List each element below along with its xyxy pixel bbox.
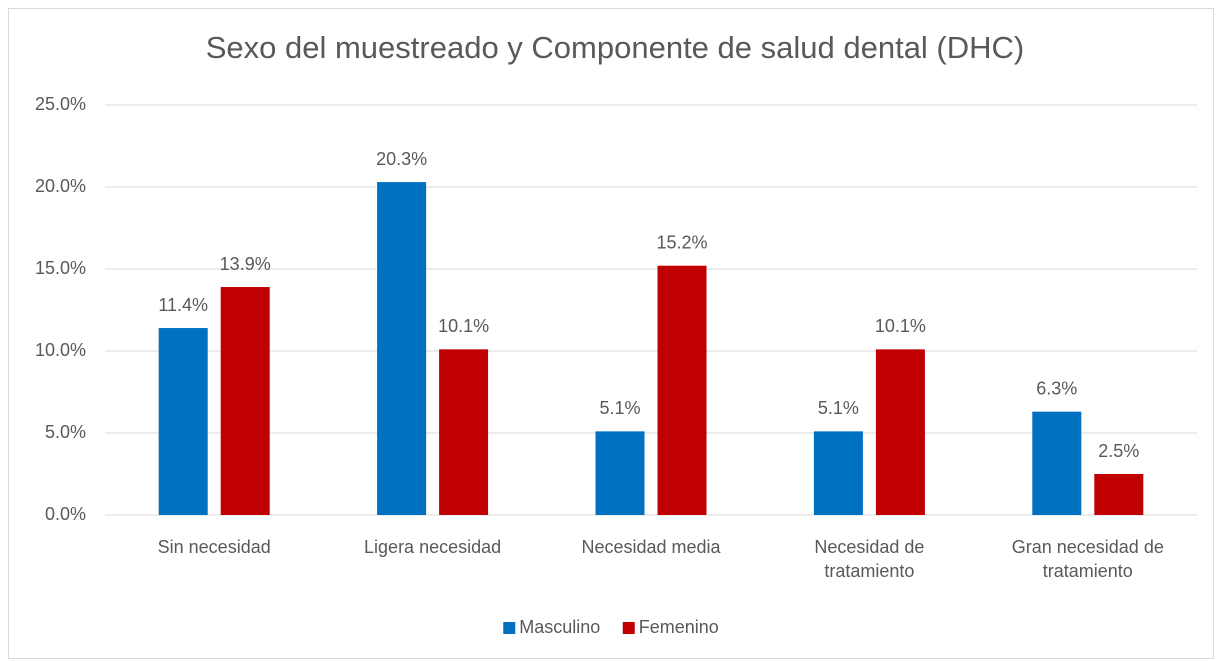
data-label: 10.1% xyxy=(875,316,926,336)
x-tick-label: Necesidad de tratamiento xyxy=(814,537,925,581)
bar xyxy=(158,328,208,515)
data-label: 13.9% xyxy=(220,254,271,274)
legend-label: Femenino xyxy=(639,617,719,637)
x-tick-label: Gran necesidad de tratamiento xyxy=(1011,537,1164,581)
chart-border xyxy=(8,8,1214,659)
legend-label: Masculino xyxy=(519,617,600,637)
data-label: 6.3% xyxy=(1036,378,1077,398)
bar xyxy=(220,287,270,515)
data-label: 10.1% xyxy=(438,316,489,336)
x-tick-label: Sin necesidad xyxy=(157,537,271,557)
y-tick-label: 10.0% xyxy=(35,340,86,360)
bar xyxy=(657,265,707,515)
chart-title: Sexo del muestreado y Componente de salu… xyxy=(206,30,1025,65)
bar xyxy=(595,431,645,515)
bar xyxy=(813,431,863,515)
y-tick-label: 15.0% xyxy=(35,258,86,278)
data-label: 5.1% xyxy=(818,398,859,418)
legend-swatch xyxy=(503,622,516,634)
y-tick-label: 0.0% xyxy=(45,504,86,524)
bar xyxy=(377,182,427,515)
bar xyxy=(439,349,489,515)
data-label: 11.4% xyxy=(158,295,208,315)
bar xyxy=(875,349,925,515)
data-label: 2.5% xyxy=(1098,441,1139,461)
y-tick-label: 20.0% xyxy=(35,176,86,196)
bar xyxy=(1094,474,1144,515)
y-tick-label: 5.0% xyxy=(45,422,86,442)
data-label: 15.2% xyxy=(656,232,707,252)
x-tick-label: Necesidad media xyxy=(581,537,721,557)
data-label: 20.3% xyxy=(376,149,427,169)
x-tick-label: Ligera necesidad xyxy=(364,537,502,557)
bar xyxy=(1032,411,1082,515)
legend-swatch xyxy=(622,622,635,634)
y-tick-label: 25.0% xyxy=(35,94,86,114)
data-label: 5.1% xyxy=(599,398,640,418)
